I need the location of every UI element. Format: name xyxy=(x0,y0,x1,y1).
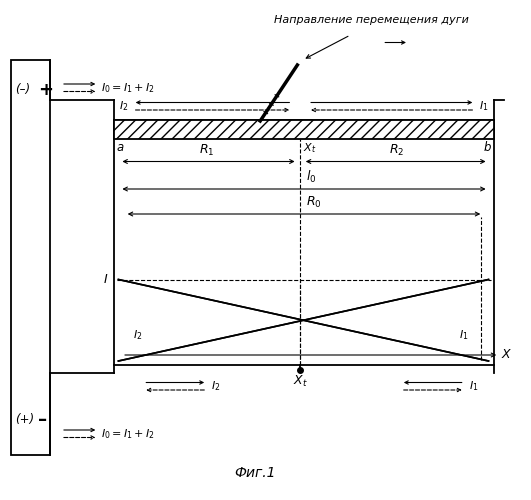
Text: (–): (–) xyxy=(15,84,30,96)
Text: $X_t$: $X_t$ xyxy=(293,374,307,389)
Text: $R_2$: $R_2$ xyxy=(389,142,405,158)
Text: (+): (+) xyxy=(15,414,34,426)
Text: $I_0 = I_1 + I_2$: $I_0 = I_1 + I_2$ xyxy=(101,81,155,95)
Bar xyxy=(114,120,494,139)
Text: $R_0$: $R_0$ xyxy=(305,195,321,210)
Text: $I_2$: $I_2$ xyxy=(211,379,221,393)
Text: a: a xyxy=(117,141,124,154)
Text: Направление перемещения дуги: Направление перемещения дуги xyxy=(275,15,469,25)
Text: $I_2$: $I_2$ xyxy=(133,328,142,342)
Text: Фиг.1: Фиг.1 xyxy=(234,466,276,480)
Text: $I$: $I$ xyxy=(104,273,109,286)
Text: +: + xyxy=(38,81,53,99)
Text: $l_0$: $l_0$ xyxy=(305,169,316,185)
Text: $I_1$: $I_1$ xyxy=(469,379,478,393)
Text: $I_1$: $I_1$ xyxy=(459,328,469,342)
Text: b: b xyxy=(484,141,491,154)
Text: $I_2$: $I_2$ xyxy=(119,99,129,113)
Text: $X_t$: $X_t$ xyxy=(303,141,316,155)
Text: –: – xyxy=(38,411,47,429)
Text: $I_0 = I_1 + I_2$: $I_0 = I_1 + I_2$ xyxy=(101,427,155,441)
Text: $I_1$: $I_1$ xyxy=(479,99,489,113)
Text: $X$: $X$ xyxy=(501,348,512,362)
Text: $R_1$: $R_1$ xyxy=(200,142,215,158)
